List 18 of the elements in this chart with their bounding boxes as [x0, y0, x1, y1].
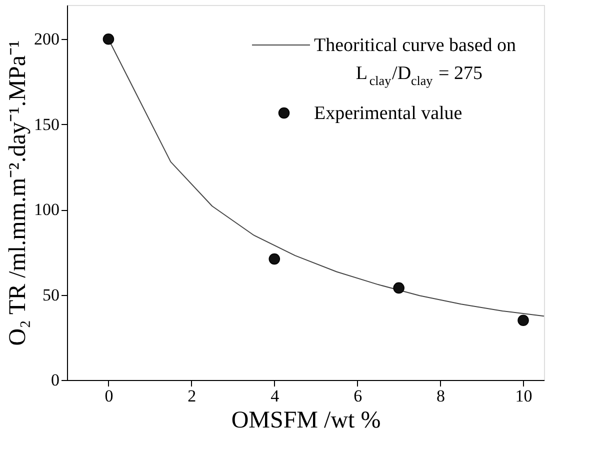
point — [268, 253, 280, 265]
y-tick-label: 150 — [34, 114, 60, 134]
point — [518, 314, 529, 326]
point — [393, 282, 404, 294]
y-axis-title: O₂ TR /ml.mm.m⁻².day⁻¹.MPa⁻¹ — [5, 40, 31, 346]
x-tick-label: 8 — [436, 386, 446, 406]
y-tick-label: 50 — [42, 285, 60, 304]
legend-label: Experimental value — [314, 103, 462, 124]
x-tick-label: 10 — [515, 386, 532, 406]
y-tick-label: 100 — [34, 200, 60, 220]
y-tick-label: 0 — [51, 370, 60, 390]
x-tick-label: 4 — [270, 386, 280, 406]
x-tick-label: 0 — [104, 386, 114, 406]
point — [102, 33, 114, 45]
x-tick-label: 2 — [188, 386, 196, 406]
x-axis-title: OMSFM /wt % — [231, 408, 381, 434]
y-tick-label: 200 — [34, 30, 60, 49]
x-tick-label: 6 — [354, 386, 362, 406]
